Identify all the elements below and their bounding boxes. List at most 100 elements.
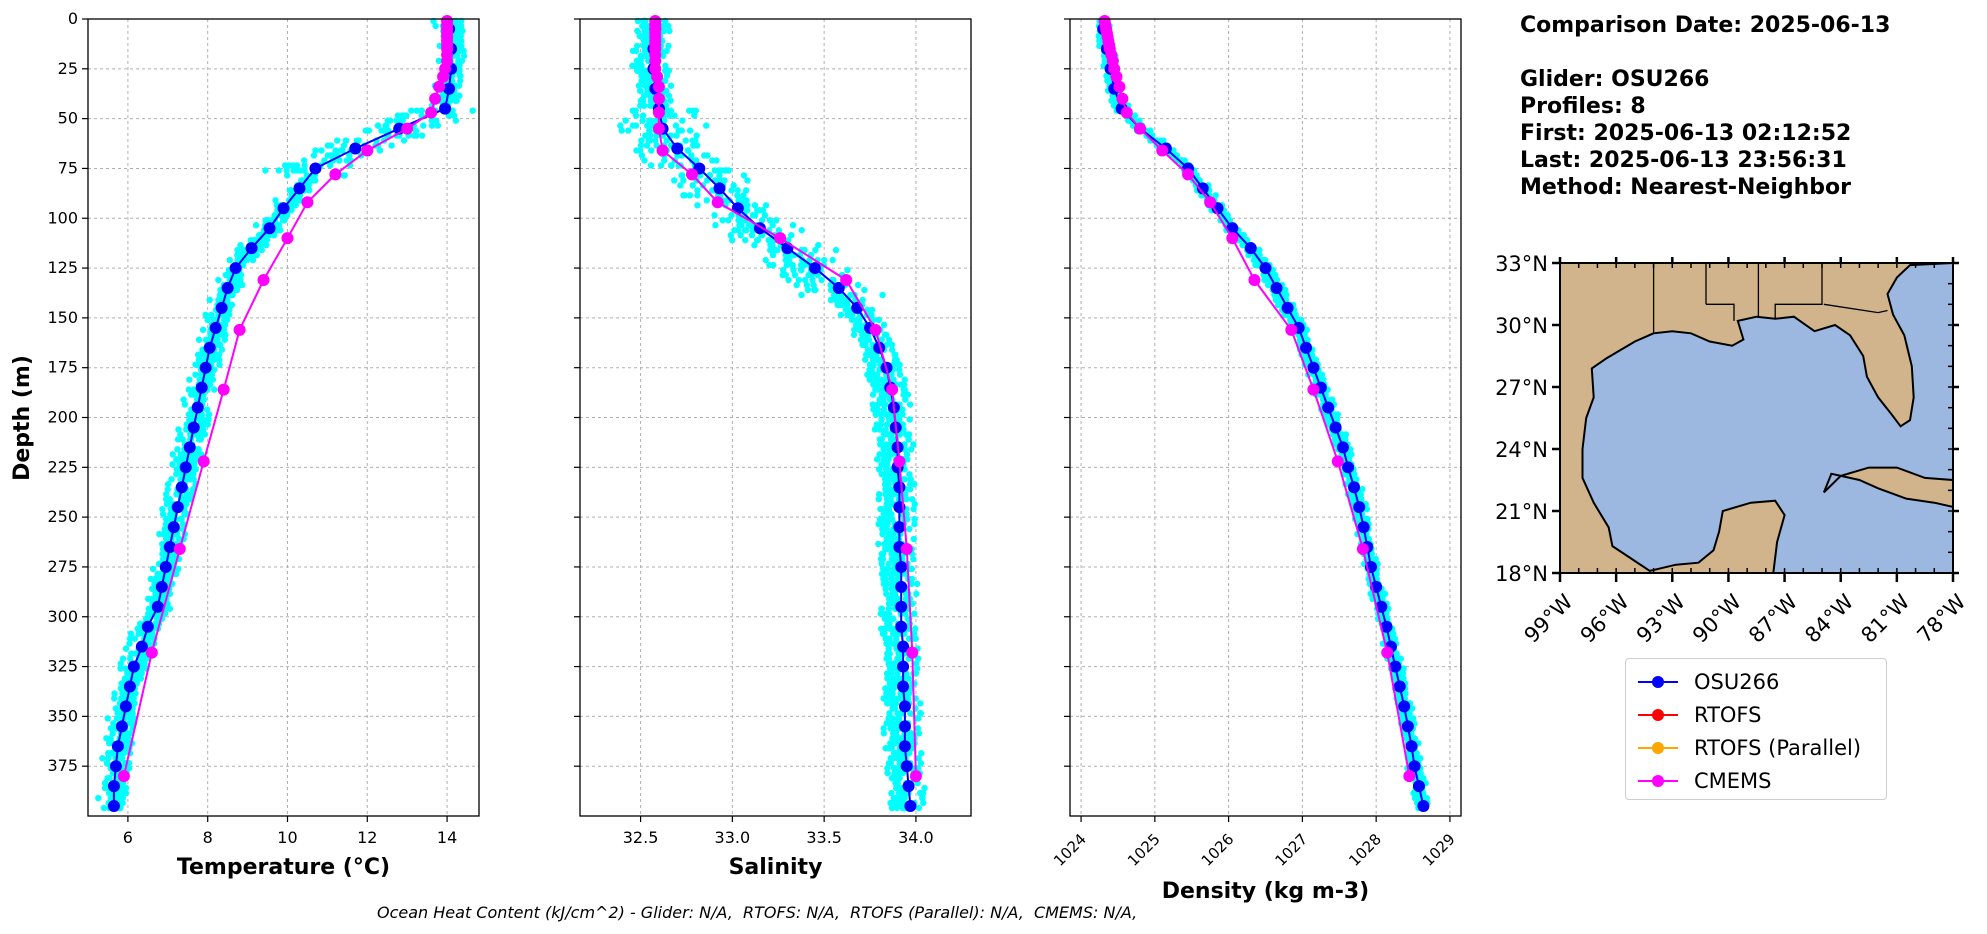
glider-profile-point: [641, 47, 648, 55]
glider-profile-point: [332, 147, 339, 154]
glider-profile-point: [896, 794, 903, 802]
glider-profile-point: [1296, 316, 1304, 324]
series-point-osu266: [229, 262, 242, 275]
glider-profile-point: [203, 406, 211, 413]
glider-profile-point: [910, 441, 917, 448]
glider-profile-point: [435, 57, 443, 65]
glider-profile-point: [301, 167, 308, 174]
glider-profile-point: [911, 500, 918, 508]
glider-profile-point: [728, 212, 735, 219]
lat-tick-label: 33°N: [1495, 252, 1548, 276]
glider-profile-point: [869, 371, 876, 378]
series-point-cmems: [1226, 232, 1239, 245]
glider-profile-point: [864, 336, 871, 343]
glider-profile-point: [809, 276, 816, 284]
glider-profile-point: [887, 535, 895, 543]
glider-profile-point: [198, 371, 205, 378]
glider-profile-point: [640, 42, 647, 50]
glider-profile-point: [665, 92, 673, 99]
glider-profile-point: [883, 421, 891, 428]
glider-profile-point: [868, 306, 876, 314]
glider-profile-point: [889, 590, 897, 598]
glider-profile-point: [903, 495, 910, 503]
glider-profile-point: [666, 112, 673, 119]
glider-profile-point: [652, 117, 660, 124]
glider-profile-point: [857, 336, 865, 343]
lat-tick-label: 27°N: [1495, 376, 1548, 400]
glider-profile-point: [258, 246, 265, 254]
legend-label: OSU266: [1694, 669, 1780, 694]
glider-profile-point: [804, 286, 812, 294]
glider-profile-point: [889, 476, 896, 483]
glider-profile-point: [263, 241, 270, 249]
glider-profile-point: [197, 351, 204, 358]
glider-profile-point: [1357, 491, 1364, 498]
glider-profile-point: [907, 481, 914, 488]
glider-profile-point: [691, 112, 698, 119]
glider-profile-point: [880, 730, 888, 737]
glider-profile-point: [293, 162, 301, 169]
glider-profile-point: [662, 87, 670, 94]
glider-profile-point: [887, 755, 894, 762]
glider-profile-point: [263, 217, 271, 224]
series-point-osu266: [293, 182, 306, 195]
glider-profile-point: [453, 52, 461, 60]
glider-profile-point: [775, 227, 783, 234]
glider-profile-point: [213, 336, 220, 343]
legend-swatch: [1634, 672, 1682, 692]
glider-profile-point: [637, 102, 644, 109]
glider-profile-point: [884, 615, 892, 622]
glider-profile-point: [240, 246, 247, 254]
ohc-footer: Ocean Heat Content (kJ/cm^2) - Glider: N…: [377, 903, 1138, 922]
lon-tick-label: 96°W: [1576, 589, 1634, 647]
glider-profile-point: [394, 112, 402, 119]
map-inset: 99°W96°W93°W90°W87°W84°W81°W78°W 33°N 30°N…: [1495, 252, 1971, 648]
glider-profile-point: [188, 411, 196, 418]
glider-profile-point: [638, 137, 645, 144]
glider-profile-point: [694, 192, 701, 199]
glider-profile-point: [376, 147, 384, 154]
glider-profile-point: [646, 92, 654, 99]
x-tick-label: 12: [357, 828, 377, 847]
glider-profile-point: [644, 122, 651, 129]
glider-profile-point: [874, 406, 881, 413]
glider-profile-point: [162, 515, 170, 523]
glider-profile-point: [890, 570, 897, 578]
map-ocean: [1581, 261, 1954, 574]
glider-profile-point: [395, 117, 402, 124]
glider-profile-point: [667, 82, 675, 89]
glider-profile-point: [887, 740, 894, 747]
glider-profile-point: [164, 481, 172, 488]
glider-profile-point: [900, 381, 908, 388]
glider-profile-point: [693, 142, 701, 149]
glider-profile-point: [843, 301, 850, 309]
glider-profile-point: [878, 471, 885, 478]
glider-profile-point: [689, 137, 696, 144]
series-point-osu266: [713, 182, 726, 195]
glider-profile-point: [243, 256, 251, 264]
glider-profile-point: [912, 660, 920, 667]
glider-profile-point: [355, 137, 362, 144]
series-point-cmems: [173, 543, 186, 556]
glider-profile-point: [893, 804, 901, 812]
glider-profile-point: [218, 346, 226, 353]
glider-profile-point: [844, 311, 852, 319]
glider-profile-point: [204, 421, 212, 428]
glider-profile-point: [636, 147, 644, 154]
glider-profile-point: [637, 97, 645, 104]
glider-profile-point: [694, 202, 701, 209]
series-point-cmems: [869, 323, 882, 336]
series-point-osu266: [851, 301, 864, 314]
glider-profile-point: [877, 411, 885, 418]
glider-profile-point: [901, 794, 908, 802]
glider-profile-point: [890, 764, 898, 772]
glider-profile-point: [888, 550, 895, 558]
glider-profile-point: [107, 735, 114, 742]
glider-profile-point: [122, 789, 130, 797]
glider-profile-point: [881, 625, 889, 632]
glider-profile-point: [1312, 356, 1320, 363]
glider-profile-point: [854, 316, 861, 324]
series-point-osu266: [107, 800, 120, 813]
glider-profile-point: [740, 172, 748, 179]
glider-profile-point: [737, 231, 744, 239]
